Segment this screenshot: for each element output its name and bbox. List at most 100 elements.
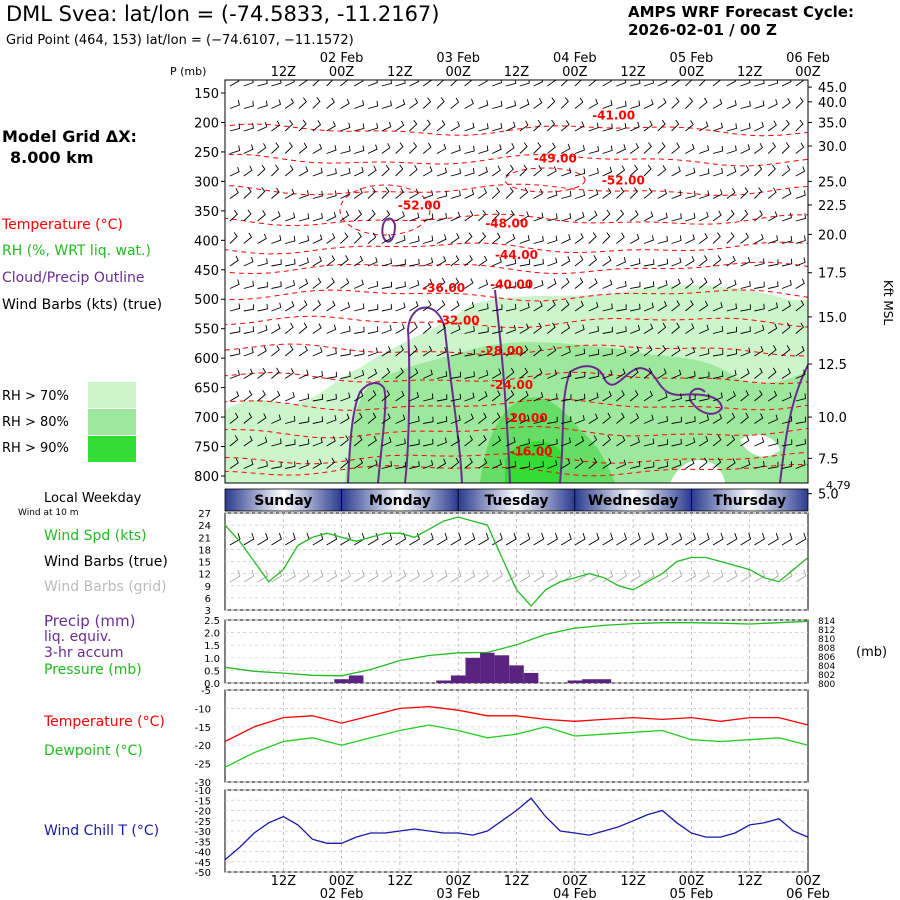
wind-barb [395, 414, 406, 424]
wind-barb [726, 458, 736, 469]
wind-barb [519, 390, 529, 402]
wind-barb [547, 190, 558, 199]
wind-barb [257, 460, 268, 469]
weekday-cell [691, 488, 809, 512]
wind-barb [284, 142, 293, 154]
wind-barb [326, 436, 336, 447]
wind-barb-grid [353, 569, 365, 583]
wind-barb [354, 348, 365, 357]
wind-barb [395, 80, 406, 87]
wind-barb [547, 393, 558, 402]
wind-barb [657, 415, 668, 424]
weekday-label: Thursday [713, 493, 786, 509]
wind-barb [450, 168, 462, 177]
wind-barb [560, 458, 571, 469]
wind-barb [754, 164, 763, 177]
legend-rh90-swatch [88, 436, 136, 462]
wind-barb [726, 187, 736, 199]
wind-barb [312, 190, 324, 199]
wind-barb [519, 323, 529, 334]
wind-barb [367, 412, 377, 424]
wind-barb [643, 211, 654, 222]
wind-barb [229, 391, 240, 402]
wind-barb [229, 166, 240, 177]
rh-clear-patch-2 [740, 434, 780, 457]
wind-barb-grid [754, 569, 765, 583]
legend-pressure: Pressure (mb) [44, 662, 142, 678]
wind-barb [602, 391, 612, 402]
wind-barb [616, 232, 625, 244]
bottom-date-tick: 04 Feb [553, 887, 597, 900]
wind-barb [616, 100, 627, 109]
page-title: DML Svea: lat/lon = (-74.5833, -11.2167) [6, 2, 440, 26]
legend-wind-chill: Wind Chill T (°C) [44, 823, 160, 839]
wind-barb [519, 187, 529, 199]
wind-barb [588, 232, 597, 244]
wind-barb [712, 145, 724, 154]
legend-wind-barbs-true: Wind Barbs (true) [44, 554, 168, 570]
wind-barb [740, 412, 749, 424]
wind-barb [271, 164, 280, 177]
wind-barb [574, 121, 585, 132]
precip-bar [596, 679, 612, 683]
wind-barb [505, 436, 516, 447]
wind-barb [450, 232, 460, 244]
precip-tick-label: 0.0 [204, 679, 220, 690]
wind-barb [685, 300, 694, 312]
wind-barb-true [685, 532, 696, 546]
wind-barb [588, 325, 599, 334]
wind-barb [381, 325, 392, 334]
precip-tick-label: 1.0 [204, 654, 220, 665]
wind-barb [657, 279, 668, 289]
wind-barb [643, 235, 654, 244]
wind-barb [491, 390, 501, 402]
wind-barb [381, 121, 392, 132]
wind-barb [685, 394, 696, 402]
wind-barb [643, 302, 654, 312]
wind-barb-grid [643, 569, 655, 583]
wind-barb-grid [671, 569, 683, 583]
wind-barb [602, 80, 612, 87]
temp-axis-tick-label: -10 [195, 704, 211, 715]
wind-barb [768, 99, 778, 109]
wind-barb [353, 435, 363, 447]
wind-barb [478, 232, 487, 244]
wind-barb [602, 255, 612, 267]
wind-barb [547, 142, 556, 154]
wind-barb [712, 80, 722, 87]
wind-barb [547, 300, 556, 312]
wind-barb [395, 187, 404, 199]
wind-barb [795, 322, 805, 334]
wind-barb [340, 325, 351, 334]
wind-barb [478, 458, 488, 469]
wind-barb [685, 416, 696, 424]
wind-barb [685, 347, 696, 357]
wind-barb-true [698, 532, 710, 546]
wind-barb [436, 370, 448, 379]
wind-barb [478, 326, 489, 334]
wind-barb [409, 212, 420, 222]
wind-barb [505, 390, 515, 402]
wind-barb [353, 80, 364, 87]
temperature-contour [225, 343, 808, 357]
temperature-contour-label: -52.00 [398, 199, 441, 213]
wind-barb [271, 367, 280, 379]
wind-barb [533, 322, 542, 334]
wind-barb [643, 367, 653, 379]
wind-barb [340, 457, 349, 469]
wind-barb [243, 412, 253, 424]
wind-barb [464, 80, 473, 87]
wind-barb [422, 119, 431, 132]
wind-barb [354, 166, 364, 177]
wind-barb-grid [602, 569, 614, 583]
wind-barb [409, 142, 418, 154]
wind-barb [643, 99, 654, 109]
wind-barb [285, 391, 295, 402]
wind-barb [423, 235, 434, 244]
wind-barb [285, 258, 296, 267]
wind-barb [574, 324, 585, 334]
legend-rh80-label: RH > 80% [2, 415, 69, 430]
wind-barb [795, 278, 805, 289]
wind-barb [491, 232, 501, 244]
wind-barb [436, 416, 448, 424]
